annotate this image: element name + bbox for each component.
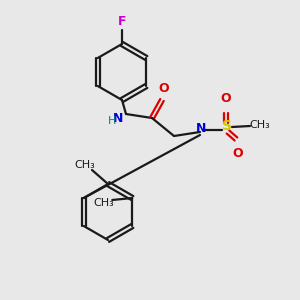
Text: N: N <box>113 112 123 125</box>
Text: N: N <box>196 122 206 136</box>
Text: CH₃: CH₃ <box>75 160 95 170</box>
Text: S: S <box>222 119 232 133</box>
Text: H: H <box>108 116 116 126</box>
Text: CH₃: CH₃ <box>250 120 270 130</box>
Text: O: O <box>233 147 243 160</box>
Text: O: O <box>159 82 169 95</box>
Text: O: O <box>221 92 231 105</box>
Text: F: F <box>118 15 126 28</box>
Text: CH₃: CH₃ <box>94 198 115 208</box>
